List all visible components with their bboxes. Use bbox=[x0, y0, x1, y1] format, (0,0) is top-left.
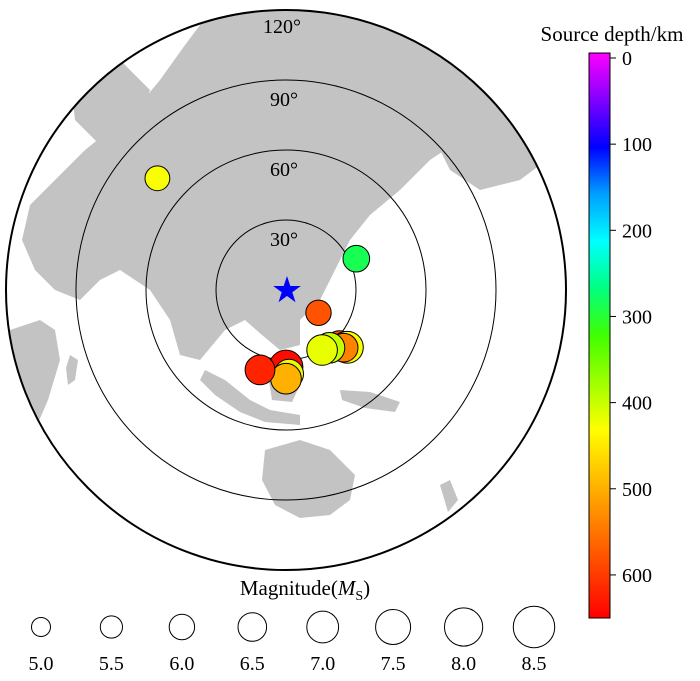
magnitude-legend-circle bbox=[31, 617, 51, 637]
ring-label-90: 90° bbox=[270, 89, 298, 111]
land-sumatra-java bbox=[200, 370, 300, 425]
magnitude-title-text: Magnitude( bbox=[240, 576, 338, 600]
magnitude-legend-circle bbox=[375, 609, 412, 645]
magnitude-legend-items: 5.0 5.5 6.0 6.5 7.0 7.5 8.0 8.5 bbox=[29, 605, 556, 675]
magnitude-legend-circle bbox=[237, 612, 268, 642]
magnitude-legend-circle bbox=[512, 605, 556, 649]
magnitude-legend-label: 7.0 bbox=[310, 653, 335, 675]
magnitude-title-subscript: S bbox=[355, 589, 363, 604]
earthquake-event-marker bbox=[342, 244, 371, 273]
range-ring-labels: 30° 60° 90° 120° bbox=[263, 16, 301, 251]
colorbar-gradient bbox=[588, 52, 611, 619]
magnitude-legend-circle bbox=[444, 607, 484, 647]
magnitude-legend-circle bbox=[168, 613, 196, 641]
land-new-guinea bbox=[340, 390, 400, 412]
colorbar-title: Source depth/km bbox=[541, 22, 684, 46]
colorbar-tick-label: 400 bbox=[622, 393, 652, 415]
colorbar-tick-label: 200 bbox=[622, 220, 652, 242]
magnitude-legend-circle bbox=[99, 615, 124, 639]
land-new-zealand bbox=[440, 480, 458, 512]
magnitude-legend-title: Magnitude(MS) bbox=[240, 576, 370, 604]
earthquake-event-marker bbox=[305, 299, 332, 326]
magnitude-title-italic: M bbox=[337, 576, 357, 600]
magnitude-legend-label: 5.5 bbox=[99, 653, 124, 675]
magnitude-legend-label: 8.5 bbox=[522, 653, 547, 675]
land-eurasia bbox=[22, 10, 480, 360]
land-scandinavia bbox=[95, 140, 140, 220]
colorbar-tick-label: 100 bbox=[622, 134, 652, 156]
earthquake-event-marker bbox=[144, 165, 171, 192]
earthquake-event-marker bbox=[270, 362, 302, 395]
ring-label-30: 30° bbox=[270, 229, 298, 251]
range-ring-90 bbox=[75, 79, 497, 501]
colorbar-tick-label: 600 bbox=[622, 565, 652, 587]
magnitude-legend-label: 7.5 bbox=[381, 653, 406, 675]
map-outer-boundary bbox=[5, 9, 567, 571]
magnitude-title-close: ) bbox=[363, 576, 370, 600]
map-panel: 30° 60° 90° 120° bbox=[5, 9, 567, 571]
earthquake-event-marker bbox=[244, 354, 276, 386]
range-ring-60 bbox=[145, 149, 427, 431]
land-masses bbox=[6, 10, 560, 518]
magnitude-legend-circle bbox=[306, 610, 340, 644]
colorbar-tick-label: 300 bbox=[622, 306, 652, 328]
ring-label-120: 120° bbox=[263, 16, 301, 38]
depth-colorbar: Source depth/km 0 100 200 300 400 500 600 bbox=[541, 22, 684, 619]
magnitude-legend: Magnitude(MS) 5.0 5.5 6.0 6.5 7.0 7.5 8.0 8.5 bbox=[29, 576, 556, 675]
magnitude-legend-label: 6.0 bbox=[169, 653, 194, 675]
ring-label-60: 60° bbox=[270, 159, 298, 181]
magnitude-legend-label: 5.0 bbox=[29, 653, 54, 675]
magnitude-legend-label: 8.0 bbox=[451, 653, 476, 675]
earthquake-event-marker bbox=[306, 334, 338, 366]
range-rings bbox=[75, 79, 497, 501]
event-markers bbox=[144, 165, 371, 395]
colorbar-tick-label: 500 bbox=[622, 479, 652, 501]
land-japan bbox=[318, 230, 340, 280]
magnitude-legend-label: 6.5 bbox=[240, 653, 265, 675]
land-australia bbox=[262, 440, 355, 518]
colorbar-tick-label: 0 bbox=[622, 48, 632, 70]
station-star-icon bbox=[273, 276, 301, 303]
land-madagascar bbox=[66, 355, 78, 385]
colorbar-ticks: 0 100 200 300 400 500 600 bbox=[610, 48, 652, 587]
